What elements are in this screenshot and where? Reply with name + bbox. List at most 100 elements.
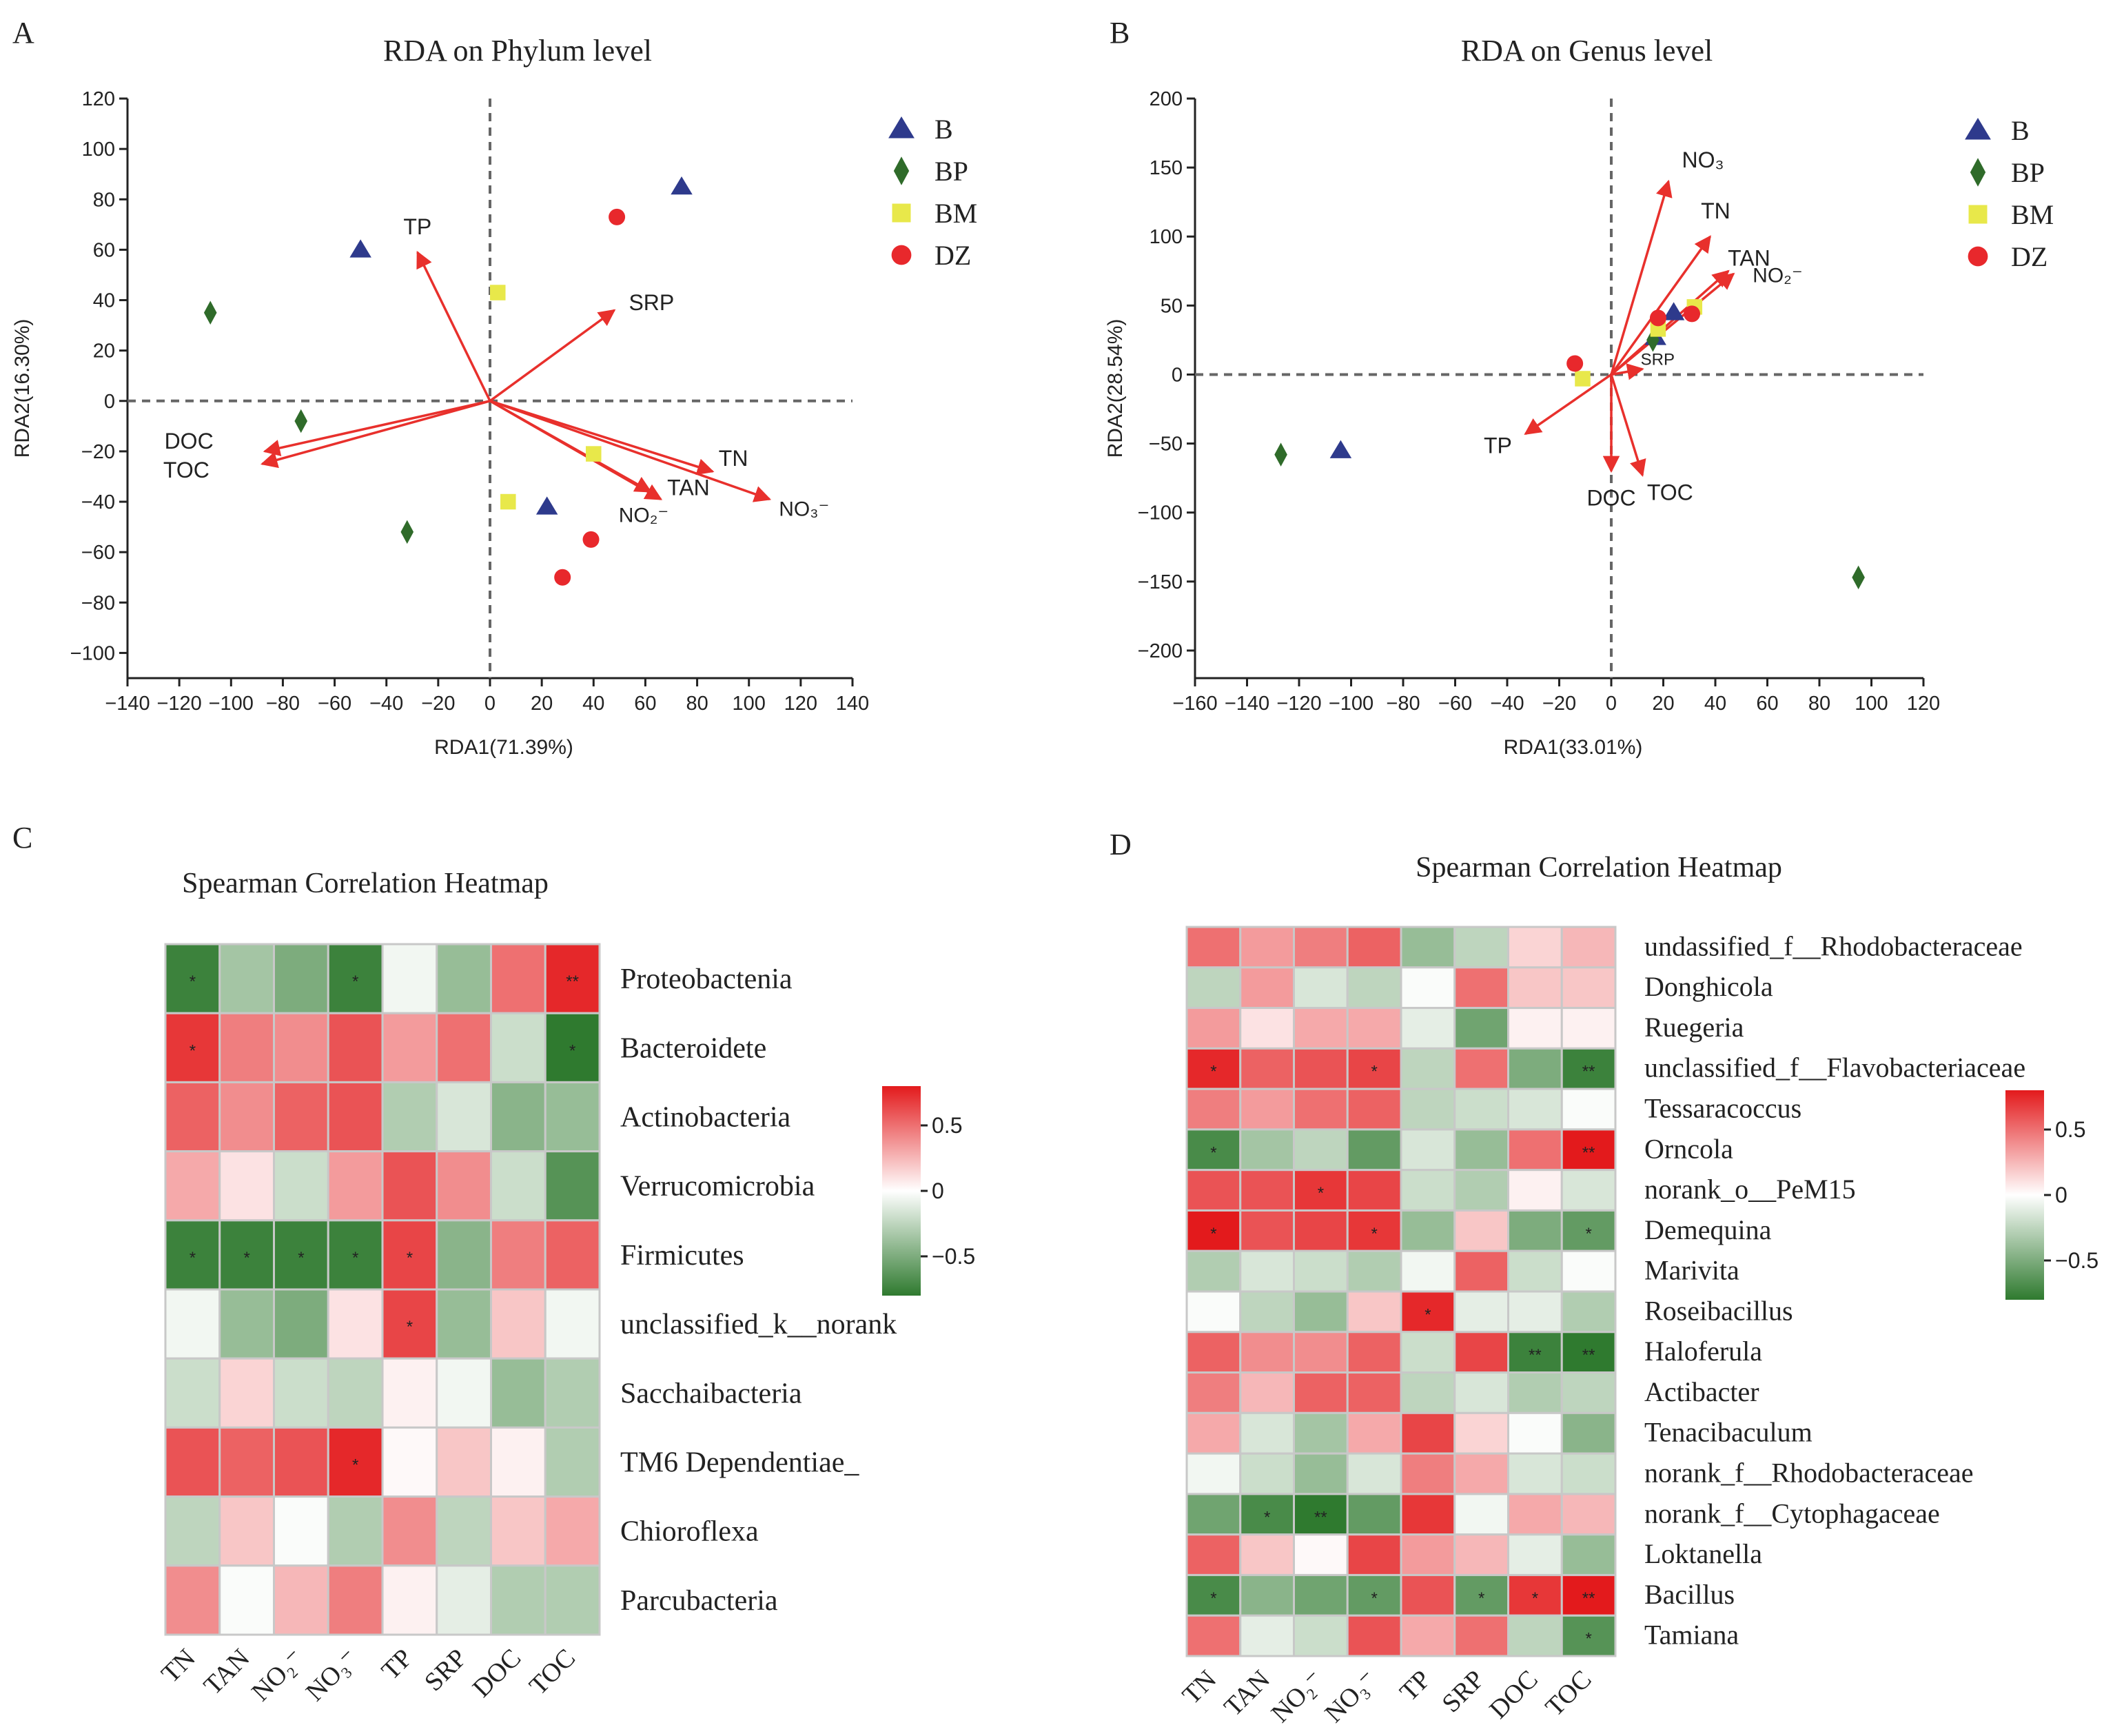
heatmap-cell xyxy=(1293,1209,1349,1252)
heatmap-cell xyxy=(436,1219,492,1291)
heatmap-cell xyxy=(1239,1209,1295,1252)
heatmap-cell xyxy=(490,1426,547,1498)
heatmap-cell xyxy=(381,1012,438,1083)
heatmap-cell xyxy=(1453,1614,1509,1657)
significance-mark: * xyxy=(352,1249,358,1267)
x-tick-label: 40 xyxy=(1704,693,1726,715)
heatmap-cell xyxy=(544,1495,601,1567)
heatmap-cell xyxy=(1453,1007,1509,1050)
heatmap-cell xyxy=(1239,1331,1295,1374)
significance-mark: * xyxy=(569,1041,575,1060)
row-label: Marivita xyxy=(1644,1255,1739,1286)
significance-mark: * xyxy=(1210,1143,1216,1162)
colorbar-tick-label: 0 xyxy=(2055,1183,2067,1207)
heatmap-cell xyxy=(544,1564,601,1636)
heatmap-cell xyxy=(1400,1411,1456,1455)
heatmap-cell xyxy=(1293,1249,1349,1293)
row-label: Ruegeria xyxy=(1644,1012,1744,1043)
point-b xyxy=(1329,440,1352,458)
y-tick-label: −100 xyxy=(70,642,115,664)
heatmap-cell xyxy=(1239,1249,1295,1293)
column-label: NO₂⁻ xyxy=(246,1644,309,1707)
heatmap-cell xyxy=(1453,926,1509,969)
x-tick-label: 60 xyxy=(1756,693,1778,715)
heatmap-cell xyxy=(1185,1087,1242,1131)
significance-mark: ** xyxy=(1582,1589,1595,1608)
arrow-srp xyxy=(1611,363,1644,380)
point-bp xyxy=(203,300,217,325)
colorbar-tick-label: 0.5 xyxy=(932,1113,962,1138)
arrow-tp xyxy=(1524,374,1612,436)
heatmap-cell xyxy=(327,1564,384,1636)
heatmap-cell xyxy=(164,1495,221,1567)
heatmap-cell xyxy=(1400,1209,1456,1252)
arrow-label-srp: SRP xyxy=(629,290,674,315)
point-bp xyxy=(400,520,414,544)
heatmap-cell xyxy=(1293,1533,1349,1576)
legend-marker-dz xyxy=(891,245,912,265)
row-label: Actibacter xyxy=(1644,1376,1759,1407)
significance-mark: * xyxy=(1371,1225,1377,1243)
x-tick-label: −100 xyxy=(209,693,254,715)
arrow-label-tan: TAN xyxy=(1728,245,1770,270)
heatmap-cell xyxy=(218,1150,275,1222)
significance-mark: * xyxy=(243,1249,249,1267)
legend-marker-bp xyxy=(1970,158,1986,187)
y-tick-label: 40 xyxy=(93,290,115,312)
arrow-label-toc: TOC xyxy=(1647,480,1693,505)
row-label: Orncola xyxy=(1644,1133,1733,1164)
heatmap-cell xyxy=(1453,1047,1509,1090)
heatmap-cell xyxy=(1239,926,1295,969)
heatmap-cell xyxy=(1346,1533,1402,1576)
point-bp xyxy=(294,409,308,433)
significance-mark: ** xyxy=(566,972,579,991)
heatmap-cell xyxy=(218,1012,275,1083)
heatmap-cell xyxy=(218,1495,275,1567)
row-label: Actinobacteria xyxy=(620,1102,791,1134)
colorbar-tick-label: 0 xyxy=(932,1178,944,1203)
point-bm xyxy=(500,493,516,510)
column-label: TOC xyxy=(1540,1665,1597,1722)
heatmap-cell xyxy=(1560,1411,1617,1455)
heatmap-title: Spearman Correlation Heatmap xyxy=(182,868,549,899)
colorbar-tick-label: −0.5 xyxy=(2055,1248,2099,1273)
heatmap-cell xyxy=(1239,966,1295,1010)
heatmap-cell xyxy=(1293,966,1349,1010)
legend-marker-b xyxy=(1965,118,1991,140)
heatmap-cell xyxy=(1560,926,1617,969)
heatmap-cell xyxy=(1400,1007,1456,1050)
heatmap-cell xyxy=(1507,1249,1563,1293)
heatmap-cell xyxy=(1346,1087,1402,1131)
x-tick-label: 120 xyxy=(1907,693,1940,715)
colorbar-tick-label: −0.5 xyxy=(932,1244,975,1269)
heatmap-cell xyxy=(1185,926,1242,969)
arrow-no xyxy=(489,400,653,493)
heatmap-cell xyxy=(544,1219,601,1291)
row-label: norank_f__Cytophagaceae xyxy=(1644,1498,1940,1529)
heatmap-cell xyxy=(1507,966,1563,1010)
x-tick-label: 80 xyxy=(686,693,708,715)
heatmap-cell xyxy=(1293,1614,1349,1657)
heatmap-cell xyxy=(1185,1290,1242,1334)
row-label: Firmicutes xyxy=(620,1240,744,1272)
x-tick-label: 20 xyxy=(531,693,553,715)
y-tick-label: −150 xyxy=(1138,571,1183,593)
significance-mark: * xyxy=(1532,1589,1538,1608)
legend-marker-bm xyxy=(892,203,911,223)
heatmap-cell xyxy=(544,1357,601,1429)
heatmap-cell xyxy=(1346,1209,1402,1252)
heatmap-cell xyxy=(1453,966,1509,1010)
x-axis-label: RDA1(33.01%) xyxy=(1504,736,1643,759)
column-label: TN xyxy=(1177,1665,1223,1711)
heatmap-cell xyxy=(1293,1087,1349,1131)
heatmap-cell xyxy=(436,943,492,1014)
x-tick-label: 100 xyxy=(733,693,766,715)
point-bp xyxy=(1646,328,1660,352)
heatmap-cell xyxy=(1293,1331,1349,1374)
heatmap-cell xyxy=(273,1495,329,1567)
arrow-label-tn: TN xyxy=(719,446,748,471)
row-label: Tessaracoccus xyxy=(1644,1093,1801,1124)
heatmap-cell xyxy=(1507,1169,1563,1212)
heatmap-cell xyxy=(273,1564,329,1636)
heatmap-cell xyxy=(1507,1087,1563,1131)
